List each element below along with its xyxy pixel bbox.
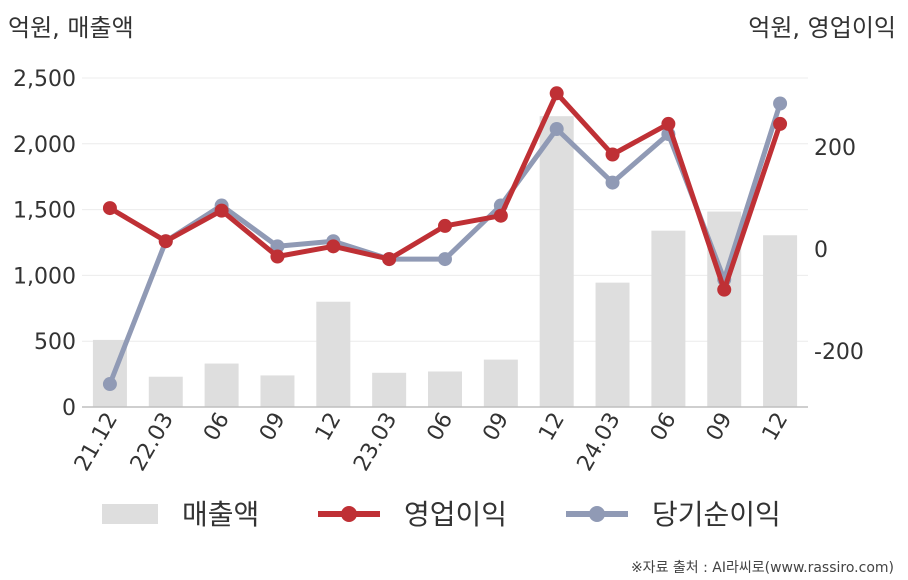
legend-label: 영업이익 (404, 498, 507, 531)
x-tick-label: 12 (311, 409, 347, 446)
data-point (438, 218, 452, 233)
x-tick-label: 12 (534, 409, 570, 446)
x-tick-label: 23.03 (349, 409, 402, 476)
bar (372, 372, 407, 407)
data-point (605, 175, 620, 190)
data-point (326, 239, 341, 254)
data-point (158, 234, 173, 249)
data-point (773, 116, 788, 131)
left-tick-label: 1,500 (13, 199, 76, 224)
data-point (549, 86, 564, 101)
data-point (661, 116, 676, 131)
bar (428, 371, 462, 407)
data-point (605, 147, 620, 162)
x-tick-label: 06 (199, 409, 235, 446)
x-tick-label: 09 (702, 409, 738, 446)
bar (148, 376, 183, 407)
data-point (270, 239, 285, 254)
legend: 매출액 영업이익 당기순이익 (102, 498, 781, 531)
x-tick-label: 09 (255, 409, 291, 446)
right-tick-label: 200 (814, 136, 856, 161)
data-point (549, 122, 564, 137)
data-point (717, 282, 732, 297)
x-axis-ticks: 21.12 22.03 06 09 12 23.03 06 09 12 24.03 06 09 12 (70, 409, 793, 476)
right-tick-label: -200 (814, 340, 864, 365)
bar (316, 301, 351, 407)
left-tick-label: 1,000 (13, 264, 76, 289)
left-tick-label: 500 (34, 330, 76, 355)
x-tick-label: 06 (646, 409, 682, 446)
legend-marker (341, 506, 357, 522)
right-axis-ticks: -200 0 200 (814, 136, 864, 365)
legend-swatch (102, 504, 158, 524)
data-point (102, 377, 117, 392)
legend-label: 매출액 (182, 498, 259, 531)
x-tick-label: 21.12 (70, 409, 123, 476)
data-point (102, 201, 117, 216)
gridlines (82, 77, 808, 342)
source-note: ※자료 출처 : AI라씨로(www.rassiro.com) (631, 560, 894, 576)
line-series-group (102, 86, 788, 297)
right-axis-unit: 억원, 영업이익 (748, 14, 896, 42)
x-tick-label: 06 (423, 409, 459, 446)
legend-label: 당기순이익 (652, 498, 781, 531)
bar (651, 230, 686, 407)
data-point (773, 96, 788, 111)
data-point (270, 249, 285, 264)
x-tick-label: 22.03 (126, 409, 179, 476)
bar (260, 375, 295, 407)
line-series (102, 86, 788, 392)
legend-item: 매출액 (102, 498, 259, 531)
legend-item: 영업이익 (318, 498, 507, 531)
data-point (382, 252, 397, 267)
bar (539, 116, 574, 407)
right-tick-label: 0 (814, 238, 828, 263)
data-point (438, 252, 452, 267)
bar-series (92, 116, 798, 407)
x-tick-label: 09 (478, 409, 514, 446)
x-tick-label: 12 (758, 409, 794, 446)
bar (483, 359, 518, 407)
x-tick-label: 24.03 (573, 409, 626, 476)
bar (763, 235, 798, 407)
data-point (493, 208, 508, 223)
left-tick-label: 0 (62, 396, 76, 421)
legend-item: 당기순이익 (566, 498, 781, 531)
bar (204, 363, 239, 407)
left-axis-unit: 억원, 매출액 (8, 14, 134, 42)
legend-marker (589, 506, 605, 522)
left-axis-ticks: 0 500 1,000 1,500 2,000 2,500 (13, 67, 76, 421)
data-point (214, 203, 229, 218)
left-tick-label: 2,000 (13, 133, 76, 158)
left-tick-label: 2,500 (13, 67, 76, 92)
bar (595, 282, 630, 407)
